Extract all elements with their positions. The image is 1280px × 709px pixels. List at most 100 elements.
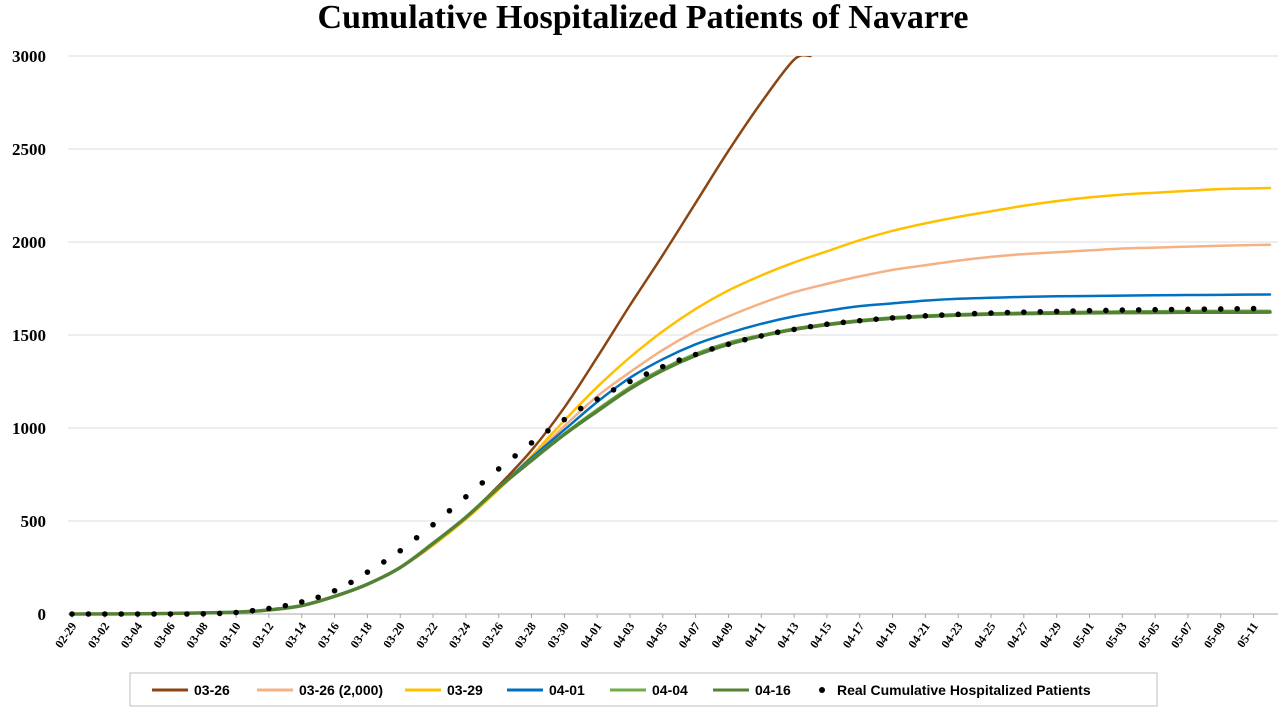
real-data-point	[643, 371, 650, 377]
x-tick-label: 04-21	[905, 620, 933, 651]
real-data-point	[922, 313, 929, 319]
legend-label: 03-29	[447, 682, 483, 698]
legend-label: 04-16	[755, 682, 791, 698]
real-data-point	[1070, 308, 1076, 314]
real-data-point	[315, 594, 321, 601]
real-data-point	[1021, 309, 1027, 315]
real-data-point	[627, 378, 633, 385]
legend-label: Real Cumulative Hospitalized Patients	[837, 682, 1091, 698]
series-line	[70, 186, 1272, 616]
real-data-point	[118, 611, 125, 617]
y-tick-label: 500	[21, 512, 47, 531]
real-data-point	[167, 611, 174, 617]
real-data-point	[282, 602, 289, 609]
real-data-point	[1004, 309, 1011, 316]
x-tick-label: 04-25	[971, 620, 999, 651]
real-data-point	[676, 357, 683, 363]
real-data-point	[249, 607, 256, 614]
real-data-point	[1234, 305, 1240, 312]
real-data-point	[397, 547, 404, 554]
x-tick-label: 04-27	[1004, 620, 1032, 651]
series-line	[70, 310, 1272, 616]
x-tick-label: 04-03	[610, 620, 638, 651]
x-tick-label: 05-01	[1069, 620, 1097, 651]
real-data-point	[840, 319, 847, 326]
real-data-point	[561, 416, 568, 423]
real-data-point	[85, 611, 92, 617]
x-axis-ticks: 02-29 03-02 03-04 03-06 03-08 03-10 03-12 03-14…	[52, 614, 1261, 651]
y-axis-ticks: 0 500 1000 1500 2000 2500 3000	[12, 47, 46, 624]
real-data-point	[955, 311, 961, 318]
chart-title: Cumulative Hospitalized Patients of Nava…	[318, 0, 969, 36]
real-data-point	[1119, 307, 1126, 313]
real-data-point	[725, 341, 732, 348]
real-data-point	[331, 587, 338, 594]
x-tick-label: 03-26	[479, 620, 507, 651]
legend: 03-26 03-26 (2,000) 03-29 04-01 04-04 04-16 Re…	[129, 672, 1158, 707]
x-tick-label: 05-11	[1234, 620, 1261, 650]
real-data-point	[692, 351, 699, 358]
y-tick-label: 3000	[12, 47, 46, 66]
x-tick-label: 03-22	[413, 620, 441, 651]
real-data-point	[824, 321, 830, 328]
series-line	[70, 243, 1272, 616]
x-tick-label: 04-17	[840, 620, 868, 651]
x-tick-label: 05-05	[1135, 620, 1163, 651]
x-tick-label: 03-12	[249, 620, 277, 651]
x-tick-label: 04-19	[872, 620, 900, 651]
real-data-point	[971, 310, 978, 317]
x-tick-label: 03-10	[216, 620, 244, 651]
x-tick-label: 04-01	[577, 620, 605, 651]
x-tick-label: 04-05	[643, 620, 671, 651]
x-tick-label: 03-08	[183, 620, 211, 651]
real-data-point	[807, 323, 814, 330]
real-data-point	[413, 534, 420, 541]
y-tick-label: 1500	[12, 326, 46, 345]
real-data-point	[266, 605, 272, 612]
real-data-point	[1201, 306, 1208, 312]
real-data-point	[742, 336, 748, 343]
real-data-point	[1135, 307, 1142, 313]
y-tick-label: 1000	[12, 419, 46, 438]
x-tick-label: 03-06	[150, 620, 178, 651]
y-tick-label: 2500	[12, 140, 46, 159]
series-line	[70, 293, 1272, 616]
x-tick-label: 03-14	[282, 620, 310, 651]
real-data-point	[1185, 306, 1191, 313]
real-data-point	[1086, 307, 1093, 314]
x-tick-label: 04-09	[708, 620, 736, 651]
x-tick-label: 03-30	[544, 620, 572, 651]
real-data-point	[988, 310, 994, 316]
gridlines	[68, 55, 1278, 615]
real-data-point	[381, 559, 387, 565]
real-data-point	[151, 611, 157, 617]
x-tick-label: 03-02	[85, 620, 113, 651]
x-tick-label: 03-18	[347, 620, 375, 651]
real-data-point	[298, 599, 305, 605]
real-data-point	[512, 453, 518, 459]
real-data-point	[906, 313, 912, 320]
real-data-point	[102, 611, 108, 617]
y-tick-label: 2000	[12, 233, 46, 252]
real-data-point	[774, 329, 781, 336]
real-data-point	[184, 611, 190, 617]
real-data-point	[1152, 306, 1158, 313]
x-tick-label: 04-29	[1037, 620, 1065, 651]
x-tick-label: 03-24	[446, 620, 474, 651]
real-data-point	[545, 427, 551, 434]
real-data-point	[1168, 306, 1175, 313]
x-tick-label: 04-07	[676, 620, 704, 651]
real-data-point	[889, 315, 896, 321]
y-tick-label: 0	[38, 605, 47, 624]
x-tick-label: 03-16	[315, 620, 343, 651]
x-tick-label: 03-28	[511, 620, 539, 651]
x-tick-label: 02-29	[52, 620, 80, 651]
real-data-point	[348, 579, 354, 586]
real-data-point	[1250, 305, 1257, 312]
real-data-point	[594, 396, 600, 402]
x-tick-label: 03-20	[380, 620, 408, 651]
real-data-point	[938, 312, 945, 318]
legend-label: 03-26	[194, 682, 230, 698]
series-lines	[70, 56, 1272, 616]
